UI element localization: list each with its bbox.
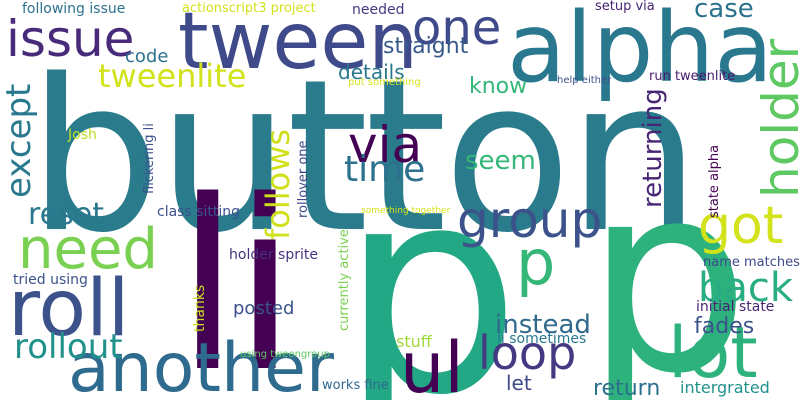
phrase-put-something: put something xyxy=(348,77,421,88)
word-back: back xyxy=(698,265,794,311)
word-p-second: p xyxy=(585,129,751,400)
phrase-holder-sprite: holder sprite xyxy=(229,247,318,263)
word-holder: holder xyxy=(752,38,800,198)
word-return: return xyxy=(593,376,661,400)
word-know: know xyxy=(469,74,528,99)
word-button: button xyxy=(28,34,701,279)
word-fades: fades xyxy=(694,314,755,339)
phrase-initial-state: initial state xyxy=(696,299,775,315)
word-straight: straight xyxy=(383,34,469,59)
phrase-rollover-one: rollover one xyxy=(296,140,311,218)
phrase-class-sitting: class sitting xyxy=(157,204,241,220)
word-josh: Josh xyxy=(68,127,97,143)
phrase-tried-using: tried using xyxy=(13,272,88,288)
word-li: li xyxy=(175,151,298,400)
phrase-works-fine: works fine xyxy=(322,378,389,393)
word-tweenlite: tweenlite xyxy=(98,57,247,95)
word-instead: instead xyxy=(495,310,591,340)
word-loop: loop xyxy=(478,326,577,380)
word-posted: posted xyxy=(233,298,295,319)
phrase-something-together: something together xyxy=(361,206,451,216)
word-need: need xyxy=(18,217,158,282)
word-let: let xyxy=(506,371,532,395)
phrase-flickering-li: flickering li xyxy=(142,123,157,194)
phrase-setup-via: setup via xyxy=(595,0,655,14)
phrase-state-alpha: state alpha xyxy=(707,144,722,218)
word-thanks: thanks xyxy=(192,284,208,332)
word-follows: follows xyxy=(259,128,297,240)
word-time: time xyxy=(344,149,426,190)
word-p-small: p xyxy=(516,226,556,299)
word-another: another xyxy=(68,329,334,400)
word-alpha: alpha xyxy=(507,0,774,104)
word-got: got xyxy=(698,196,784,256)
word-tween: tween xyxy=(178,0,418,87)
word-except: except xyxy=(0,83,39,198)
word-reset: reset xyxy=(28,197,104,232)
word-p-large: p xyxy=(340,126,521,400)
phrase-li-sometimes: li sometimes xyxy=(497,331,587,347)
phrase-actionscript3-project: actionscript3 project xyxy=(182,1,316,16)
word-details: details xyxy=(338,60,405,84)
word-stuff: stuff xyxy=(396,332,432,351)
phrase-following-issue: following issue xyxy=(22,1,126,17)
word-seem: seem xyxy=(465,146,536,176)
phrase-currently-active: currently active xyxy=(337,229,352,331)
word-via: via xyxy=(348,116,423,174)
word-group: group xyxy=(457,191,603,249)
word-case: case xyxy=(694,0,754,24)
word-rollout: rollout xyxy=(14,327,123,367)
word-roll: roll xyxy=(8,264,130,354)
phrase-help-either: help either xyxy=(557,75,612,86)
word-code: code xyxy=(125,46,169,67)
word-returning: returning xyxy=(638,88,668,208)
word-needed: needed xyxy=(352,2,405,18)
word-ul: ul xyxy=(400,327,464,400)
phrase-name-matches: name matches xyxy=(703,255,800,270)
word-intergrated: intergrated xyxy=(680,378,770,397)
phrase-using-tweengroup: using tweengroup xyxy=(240,349,330,360)
phrase-run-tweenlite: run tweenlite xyxy=(649,69,736,84)
word-lot: lot xyxy=(668,312,758,394)
word-one: one xyxy=(412,0,502,56)
word-issue: issue xyxy=(6,10,135,68)
